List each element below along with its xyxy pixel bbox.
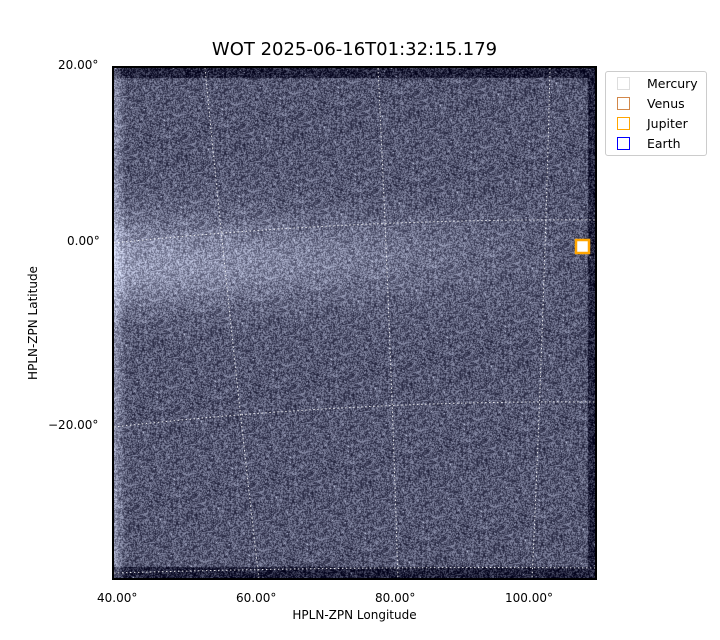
grid-line-lon [204,68,260,578]
grid-line-lat [114,219,595,244]
grid-line-lat [114,401,595,428]
grid-line-lon [377,68,399,578]
x-tick-label: 40.00° [97,591,138,605]
legend-item-jupiter: Jupiter [617,115,688,131]
legend-label: Venus [647,95,685,111]
legend-label: Mercury [647,75,698,91]
y-axis-label: HPLN-ZPN Latitude [26,266,40,380]
legend: Mercury Venus Jupiter Earth [605,71,707,156]
x-tick-label: 80.00° [375,591,416,605]
legend-item-mercury: Mercury [617,75,698,91]
chart-title: WOT 2025-06-16T01:32:15.179 [211,39,498,60]
y-tick-label: −20.00° [48,418,99,432]
jupiter-marker [574,238,591,255]
legend-swatch [617,116,630,130]
y-tick-label: 0.00° [67,234,100,248]
x-axis-label: HPLN-ZPN Longitude [292,608,417,622]
legend-swatch [617,76,630,90]
legend-label: Earth [647,135,681,151]
plot-area[interactable] [112,66,597,580]
y-tick-label: 20.00° [58,58,99,72]
x-tick-label: 100.00° [505,591,553,605]
x-tick-label: 60.00° [236,591,277,605]
grid-line-lat [114,567,595,574]
grid-overlay [114,68,595,578]
grid-line-lon [531,68,551,578]
solar-image [114,68,595,578]
legend-item-venus: Venus [617,95,685,111]
legend-swatch [617,96,630,110]
legend-swatch [617,136,630,150]
legend-label: Jupiter [647,115,688,131]
legend-item-earth: Earth [617,135,681,151]
